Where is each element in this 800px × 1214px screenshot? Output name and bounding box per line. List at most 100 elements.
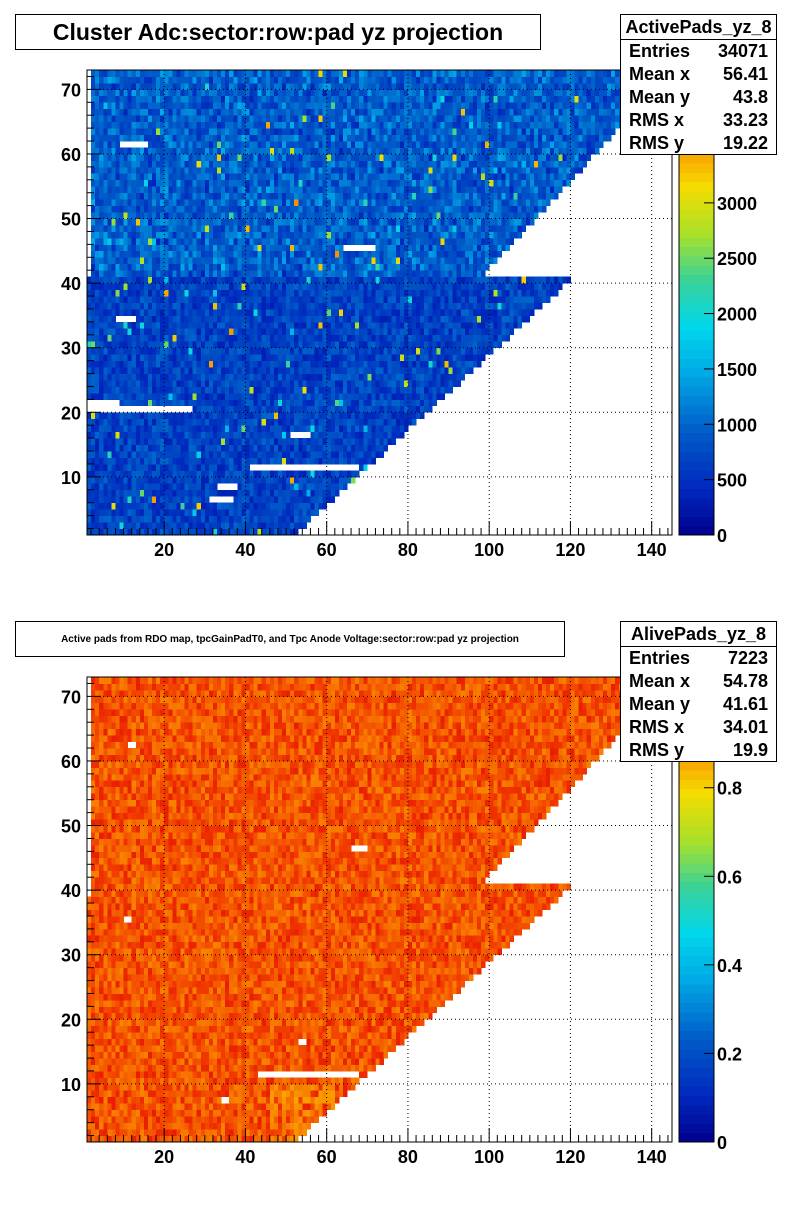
heatmap-cell bbox=[456, 270, 462, 278]
heatmap-cell bbox=[334, 354, 340, 362]
heatmap-cell bbox=[127, 476, 133, 484]
heatmap-cell bbox=[172, 308, 177, 316]
heatmap-cell bbox=[257, 321, 263, 329]
heatmap-cell bbox=[139, 321, 145, 329]
heatmap-cell bbox=[294, 289, 299, 297]
heatmap-cell bbox=[184, 476, 189, 484]
heatmap-cell bbox=[253, 451, 259, 458]
heatmap-cell bbox=[103, 489, 108, 497]
heatmap-cell bbox=[302, 483, 307, 491]
heatmap-cell bbox=[310, 386, 315, 394]
heatmap-cell bbox=[208, 205, 214, 213]
heatmap-cell bbox=[221, 296, 226, 303]
heatmap-cell bbox=[135, 515, 141, 523]
heatmap-cell bbox=[286, 192, 291, 200]
heatmap-cell bbox=[355, 250, 360, 258]
heatmap-cell bbox=[338, 199, 344, 207]
heatmap-cell bbox=[554, 186, 559, 194]
heatmap-cell bbox=[265, 341, 271, 349]
heatmap-cell bbox=[111, 373, 116, 381]
heatmap-cell bbox=[119, 250, 124, 258]
heatmap-cell bbox=[192, 276, 198, 284]
heatmap-cell bbox=[87, 463, 92, 471]
heatmap-cell bbox=[131, 509, 137, 517]
heatmap-cell bbox=[221, 244, 226, 252]
heatmap-cell bbox=[387, 367, 393, 374]
heatmap-cell bbox=[184, 528, 189, 536]
heatmap-cell bbox=[119, 225, 124, 232]
heatmap-cell bbox=[314, 425, 319, 433]
heatmap-cell bbox=[180, 321, 185, 329]
heatmap-cell bbox=[298, 522, 303, 529]
heatmap-cell bbox=[456, 276, 462, 284]
heatmap-cell bbox=[253, 515, 259, 523]
heatmap-cell bbox=[180, 522, 185, 529]
heatmap-cell bbox=[456, 308, 462, 316]
heatmap-cell bbox=[160, 373, 165, 381]
heatmap-cell bbox=[286, 367, 291, 374]
heatmap-cell bbox=[160, 444, 165, 452]
heatmap-cell bbox=[147, 425, 153, 433]
heatmap-cell bbox=[440, 179, 445, 187]
heatmap-cell bbox=[241, 476, 246, 484]
heatmap-cell bbox=[143, 522, 149, 529]
heatmap-cell bbox=[135, 173, 141, 181]
heatmap-cell bbox=[395, 270, 401, 278]
heatmap-cell bbox=[290, 392, 295, 400]
heatmap-cell bbox=[111, 276, 116, 284]
heatmap-cell bbox=[542, 179, 547, 187]
heatmap-cell bbox=[115, 367, 120, 374]
heatmap-cell bbox=[306, 257, 311, 265]
heatmap-cell bbox=[127, 250, 133, 258]
heatmap-cell bbox=[241, 347, 246, 355]
heatmap-cell bbox=[139, 367, 145, 374]
heatmap-cell bbox=[212, 250, 218, 258]
heatmap-cell bbox=[196, 392, 202, 400]
heatmap-cell bbox=[225, 399, 230, 407]
heatmap-cell bbox=[290, 283, 295, 290]
heatmap-cell bbox=[212, 315, 218, 323]
heatmap-cell bbox=[111, 179, 116, 187]
heatmap-cell bbox=[277, 522, 283, 529]
heatmap-cell bbox=[412, 380, 417, 387]
heatmap-cell bbox=[107, 431, 112, 439]
heatmap-cell bbox=[310, 380, 315, 387]
heatmap-cell bbox=[286, 334, 291, 342]
heatmap-cell bbox=[217, 528, 222, 536]
heatmap-cell bbox=[294, 347, 299, 355]
heatmap-cell bbox=[481, 354, 486, 362]
heatmap-cell bbox=[363, 192, 368, 200]
heatmap-cell bbox=[188, 263, 194, 271]
heatmap-cell bbox=[318, 425, 324, 433]
heatmap-cell bbox=[237, 212, 242, 219]
heatmap-cell bbox=[342, 476, 348, 484]
heatmap-cell bbox=[554, 289, 559, 297]
heatmap-cell bbox=[395, 425, 401, 433]
heatmap-cell bbox=[399, 386, 405, 394]
heatmap-cell bbox=[322, 476, 328, 484]
heatmap-cell bbox=[294, 237, 299, 245]
heatmap-cell bbox=[277, 199, 283, 207]
heatmap-cell bbox=[245, 509, 250, 517]
heatmap-cell bbox=[131, 528, 137, 536]
heatmap-cell bbox=[147, 276, 153, 284]
heatmap-cell bbox=[359, 444, 364, 452]
heatmap-cell bbox=[139, 515, 145, 523]
heatmap-cell bbox=[261, 225, 267, 232]
heatmap-cell bbox=[217, 321, 222, 329]
heatmap-cell bbox=[217, 438, 222, 445]
heatmap-cell bbox=[477, 244, 482, 252]
heatmap-cell bbox=[160, 367, 165, 374]
heatmap-cell bbox=[229, 354, 234, 362]
heatmap-cell bbox=[233, 451, 238, 458]
heatmap-cell bbox=[208, 296, 214, 303]
heatmap-cell bbox=[99, 250, 104, 258]
heatmap-cell bbox=[464, 186, 470, 194]
heatmap-cell bbox=[489, 192, 494, 200]
heatmap-cell bbox=[395, 186, 401, 194]
heatmap-cell bbox=[330, 418, 336, 426]
heatmap-cell bbox=[164, 283, 169, 290]
heatmap-cell bbox=[156, 392, 161, 400]
heatmap-cell bbox=[472, 179, 478, 187]
heatmap-cell bbox=[501, 308, 506, 316]
